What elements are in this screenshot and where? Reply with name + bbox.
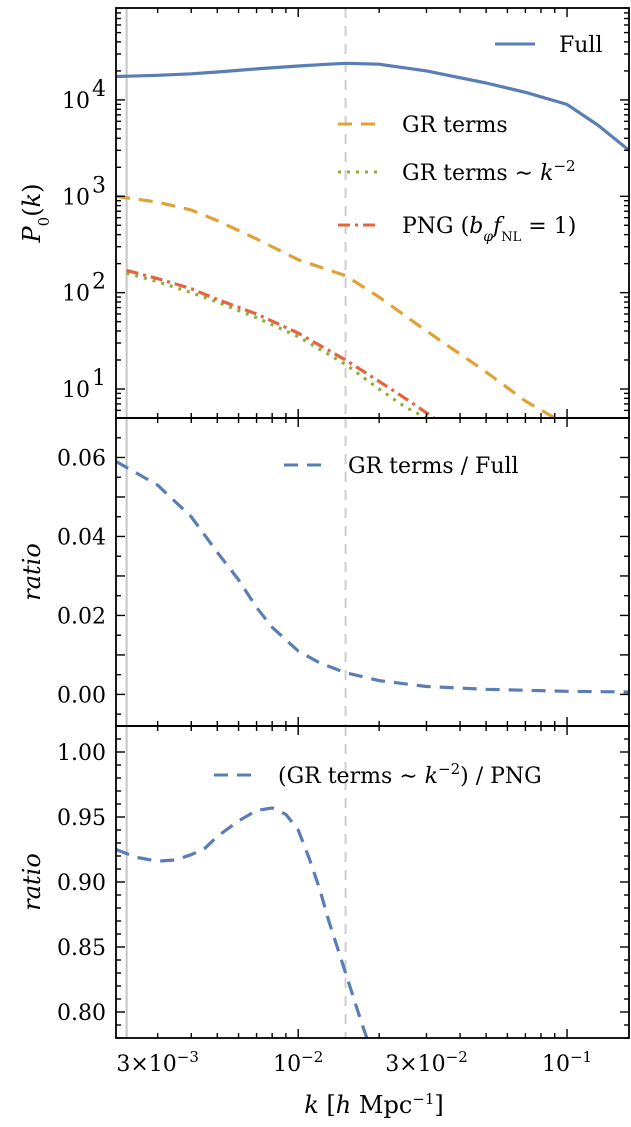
y-tick-label: 10 (62, 185, 90, 210)
panel-middle: 0.00 0.02 0.04 0.06 ratio (18, 417, 630, 727)
legend-label-png: PNG (bφfNL = 1) (402, 214, 576, 245)
plot-frame (115, 7, 630, 419)
x-tick-label: 3×10−2 (385, 1048, 468, 1077)
x-tick-label: 10−1 (542, 1048, 592, 1077)
y-tick-label: 0.85 (57, 936, 106, 961)
legend-label-gr-terms: GR terms (402, 113, 508, 138)
legend-label-ratio-png: (GR terms ∼ k−2) / PNG (278, 760, 542, 789)
legend-label-gr-terms-k2: GR terms ∼ k−2 (402, 157, 576, 186)
y-tick-label: 0.06 (57, 446, 106, 471)
legend-top: Full GR terms GR terms ∼ k−2 PNG (bφfNL = 1… (338, 33, 603, 245)
x-tick-labels: 3×10−3 10−2 3×10−2 10−1 (116, 1048, 592, 1077)
y-tick-label-exponent: 1 (92, 366, 106, 391)
y-tick-label: 10 (62, 282, 90, 307)
y-tick-label: 0.02 (57, 604, 106, 629)
y-axis-label: P0(k) (18, 184, 53, 244)
y-tick-label: 1.00 (57, 741, 106, 766)
x-tick-label: 10−2 (273, 1048, 323, 1077)
x-axis-label: k [h Mpc−1] (304, 1090, 444, 1119)
y-tick-label: 0.90 (57, 871, 106, 896)
y-tick-label: 0.00 (57, 683, 106, 708)
y-tick-label-exponent: 4 (92, 77, 106, 102)
y-tick-label: 0.80 (57, 1001, 106, 1026)
plot-frame (115, 725, 630, 1039)
legend-label-full: Full (559, 33, 603, 58)
series-line-top-0 (116, 61, 629, 152)
legend-middle: GR terms / Full (284, 454, 519, 479)
series-line-middle-0 (116, 460, 629, 694)
legend-label-gr-over-full: GR terms / Full (348, 454, 519, 479)
y-tick-label: 10 (62, 89, 90, 114)
x-tick-label: 3×10−3 (116, 1048, 199, 1077)
y-tick-label: 10 (62, 378, 90, 403)
y-tick-label-exponent: 3 (92, 173, 106, 198)
y-tick-label-exponent: 2 (92, 270, 106, 295)
y-axis-label: ratio (18, 853, 46, 911)
y-tick-label: 0.95 (57, 806, 106, 831)
series-line-top-2 (126, 271, 428, 418)
series-line-top-1 (116, 194, 556, 418)
legend-bottom: (GR terms ∼ k−2) / PNG (214, 760, 542, 789)
y-tick-label: 0.04 (57, 525, 106, 550)
y-axis-label: ratio (18, 543, 46, 601)
series-line-top-3 (126, 268, 435, 418)
series-line-bottom-0 (116, 806, 369, 1038)
panel-bottom: 0.80 0.85 0.90 0.95 1.00 ratio (18, 725, 630, 1039)
